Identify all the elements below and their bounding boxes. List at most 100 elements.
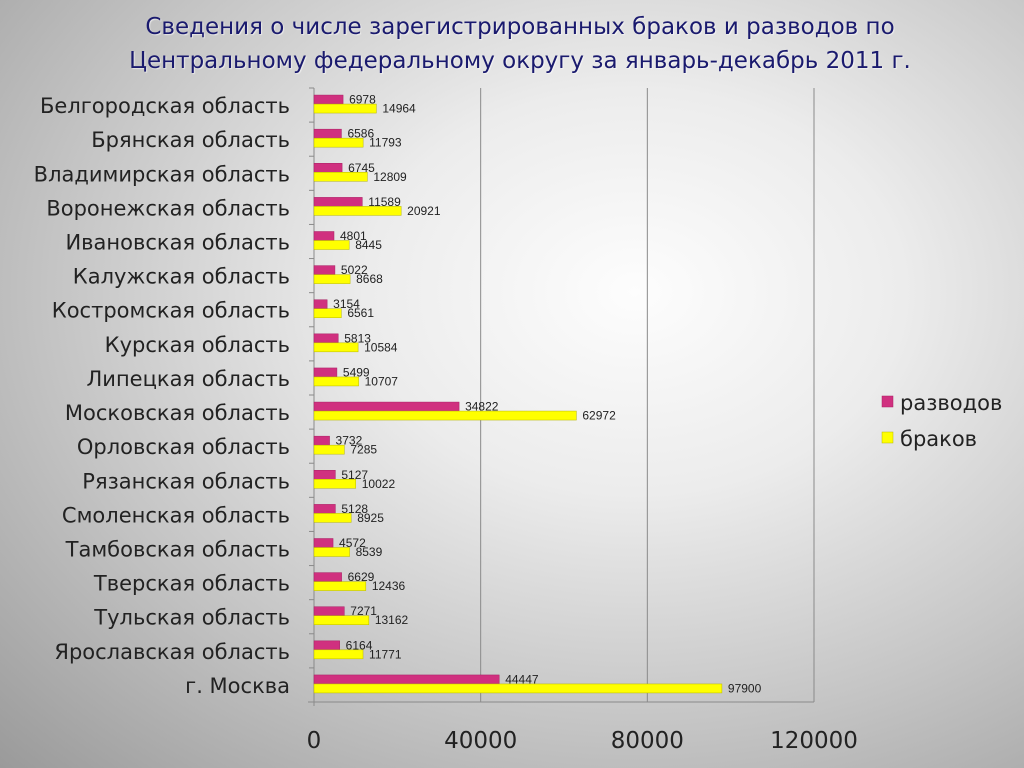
bar-brakov-5 [313, 274, 351, 284]
data-label-razvodov-10: 3732 [336, 434, 363, 448]
data-label-razvodov-0: 6978 [349, 93, 376, 107]
bar-razvodov-9 [313, 401, 460, 412]
category-label-9: Московская область [65, 401, 290, 425]
data-label-razvodov-9: 34822 [465, 400, 499, 414]
bar-razvodov-1 [313, 128, 342, 139]
chart-title-line-2: Центральному федеральному округу за янва… [129, 48, 911, 74]
data-label-brakov-12: 8925 [357, 511, 384, 525]
category-label-3: Воронежская область [46, 196, 290, 220]
data-label-razvodov-13: 4572 [339, 536, 366, 550]
data-label-brakov-8: 10707 [365, 374, 399, 388]
legend-swatch-0 [881, 395, 894, 408]
category-label-16: Ярославская область [54, 640, 290, 664]
bar-razvodov-17 [313, 674, 500, 685]
bar-razvodov-3 [313, 197, 363, 207]
bar-brakov-14 [313, 581, 367, 591]
data-label-razvodov-12: 5128 [341, 502, 368, 516]
data-label-brakov-14: 12436 [372, 579, 406, 593]
bar-brakov-12 [313, 513, 352, 523]
bar-brakov-1 [313, 137, 364, 148]
data-label-razvodov-14: 6629 [348, 570, 375, 584]
data-label-razvodov-7: 5813 [344, 331, 371, 345]
category-label-4: Ивановская область [65, 231, 290, 255]
bar-brakov-16 [313, 649, 364, 660]
bar-razvodov-4 [313, 231, 335, 241]
category-label-14: Тверская область [93, 572, 290, 596]
bar-razvodov-15 [313, 606, 345, 616]
data-label-brakov-9: 62972 [582, 409, 616, 423]
bar-razvodov-13 [313, 538, 334, 548]
data-label-razvodov-11: 5127 [341, 468, 368, 482]
category-label-10: Орловская область [77, 435, 290, 459]
data-label-brakov-11: 10022 [362, 477, 396, 491]
bar-razvodov-7 [313, 333, 339, 344]
data-label-brakov-16: 11771 [369, 647, 402, 661]
bar-brakov-15 [313, 615, 370, 625]
bar-razvodov-8 [313, 367, 338, 378]
data-label-razvodov-8: 5499 [343, 365, 370, 379]
category-label-15: Тульская область [93, 606, 290, 630]
data-label-brakov-7: 10584 [364, 340, 398, 354]
data-label-brakov-0: 14964 [382, 102, 416, 116]
data-label-brakov-5: 8668 [356, 272, 383, 286]
bar-brakov-4 [313, 240, 350, 250]
category-label-0: Белгородская область [40, 94, 290, 118]
category-label-13: Тамбовская область [65, 538, 290, 562]
chart-title-line-1: Сведения о числе зарегистрированных брак… [145, 14, 895, 40]
category-label-17: г. Москва [185, 674, 290, 698]
bar-brakov-0 [313, 103, 377, 114]
legend-swatch-1 [881, 431, 894, 444]
bar-razvodov-12 [313, 504, 336, 514]
category-label-11: Рязанская область [82, 469, 290, 493]
legend-label-0: разводов [900, 391, 1002, 415]
data-label-razvodov-6: 3154 [333, 297, 360, 311]
bar-razvodov-0 [313, 94, 344, 105]
bar-brakov-7 [313, 342, 359, 353]
category-label-1: Брянская область [91, 128, 290, 152]
chart-title: Сведения о числе зарегистрированных брак… [0, 10, 1024, 78]
bar-brakov-17 [313, 683, 723, 694]
data-label-brakov-4: 8445 [355, 238, 382, 252]
bar-brakov-8 [313, 376, 359, 387]
bar-brakov-2 [313, 172, 368, 182]
x-tick-label-2: 80000 [611, 728, 684, 754]
x-tick-label-0: 0 [307, 728, 322, 754]
bar-razvodov-11 [313, 470, 336, 480]
data-label-brakov-3: 20921 [407, 204, 441, 218]
data-label-brakov-10: 7285 [350, 443, 377, 457]
data-label-brakov-17: 97900 [728, 681, 762, 695]
category-label-8: Липецкая область [87, 367, 291, 391]
data-label-brakov-1: 11793 [369, 136, 402, 150]
bar-razvodov-14 [313, 572, 342, 582]
data-label-brakov-2: 12809 [373, 170, 407, 184]
x-tick-label-3: 120000 [770, 728, 858, 754]
data-label-razvodov-16: 6164 [346, 638, 373, 652]
bar-brakov-10 [313, 444, 345, 455]
bar-razvodov-16 [313, 640, 340, 651]
category-label-12: Смоленская область [62, 503, 290, 527]
bar-brakov-3 [313, 206, 402, 216]
data-label-brakov-6: 6561 [347, 306, 374, 320]
data-label-brakov-15: 13162 [375, 613, 409, 627]
bar-razvodov-6 [313, 299, 328, 309]
category-label-6: Костромская область [52, 299, 290, 323]
data-label-razvodov-3: 11589 [368, 195, 401, 209]
category-label-2: Владимирская область [34, 162, 290, 186]
category-label-7: Курская область [105, 333, 290, 357]
data-label-razvodov-17: 44447 [505, 672, 539, 686]
data-label-razvodov-1: 6586 [347, 127, 374, 141]
data-label-razvodov-2: 6745 [348, 161, 375, 175]
bar-brakov-9 [313, 410, 577, 421]
bar-razvodov-10 [313, 435, 330, 446]
bar-brakov-11 [313, 479, 357, 489]
bar-brakov-6 [313, 308, 342, 318]
bar-brakov-13 [313, 547, 350, 557]
bar-razvodov-5 [313, 265, 336, 275]
data-label-razvodov-15: 7271 [350, 604, 377, 618]
legend-label-1: браков [900, 427, 977, 451]
category-label-5: Калужская область [73, 265, 290, 289]
data-label-razvodov-4: 4801 [340, 229, 367, 243]
data-label-brakov-13: 8539 [356, 545, 383, 559]
data-label-razvodov-5: 5022 [341, 263, 368, 277]
